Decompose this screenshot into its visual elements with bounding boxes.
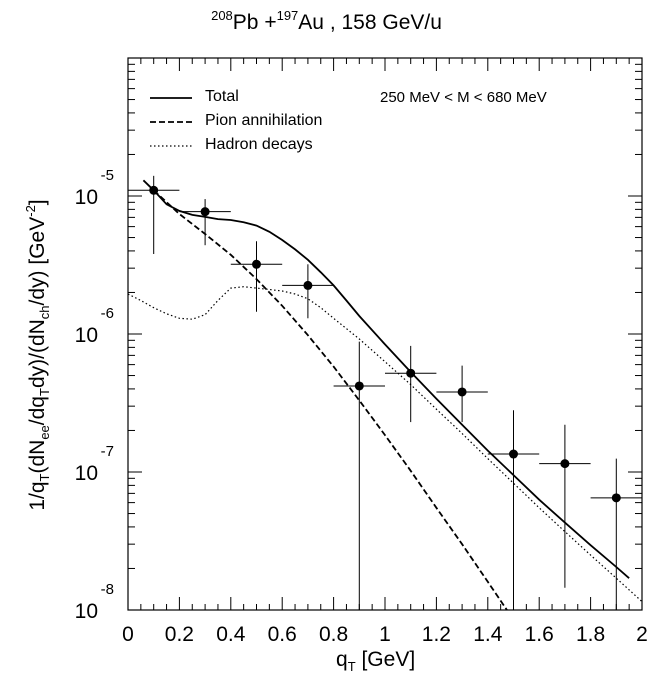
y-tick-label-base: 10 [75, 600, 98, 623]
title-projectile-mass: 208 [211, 8, 233, 23]
data-point [200, 207, 210, 217]
y-tick-label-base: 10 [75, 186, 98, 209]
y-axis-label: 1/qT(dNee/dqTdy)/(dNch/dy) [GeV-2] [23, 125, 52, 585]
data-point [252, 259, 261, 269]
data-point [457, 387, 467, 397]
xlabel-sub: T [347, 659, 356, 674]
x-tick-label: 0.4 [216, 623, 246, 646]
x-tick-label: 1.8 [576, 623, 605, 646]
legend-label-pion-annihilation: Pion annihilation [205, 112, 323, 129]
ylabel-sub: T [37, 388, 52, 396]
ylabel-sub: ee [37, 425, 52, 440]
x-axis-label: qT [GeV] [336, 648, 415, 674]
xlabel-unit: [GeV] [355, 648, 416, 671]
data-point [406, 368, 416, 378]
ylabel-sub: ch [37, 305, 52, 320]
data-point [303, 280, 313, 290]
x-tick-label: 2 [636, 623, 648, 646]
x-tick-label: 0 [122, 623, 134, 646]
ylabel-part: (dN [26, 439, 49, 474]
x-tick-label: 1.4 [473, 623, 503, 646]
ylabel-part: 1/q [26, 481, 49, 511]
data-point [509, 449, 518, 459]
ylabel-part: dy)/(dN [26, 319, 49, 389]
x-tick-label: 1 [379, 623, 391, 646]
chart-title: 208Pb +197Au , 158 GeV/u [0, 8, 653, 35]
x-tick-label: 0.8 [319, 623, 348, 646]
ylabel-part: /dy) [GeV [26, 216, 49, 306]
y-tick-label-exponent: -6 [101, 305, 114, 322]
x-tick-label: 1.2 [422, 623, 451, 646]
ylabel-part: /dq [26, 396, 49, 426]
x-tick-label: 0.6 [268, 623, 297, 646]
x-tick-label: 1.6 [525, 623, 554, 646]
xlabel-main: q [336, 648, 348, 671]
ylabel-sub: T [37, 473, 52, 482]
title-projectile: Pb + [232, 11, 277, 34]
ylabel-sup: -2 [23, 205, 38, 217]
data-point [560, 459, 570, 469]
y-tick-label-base: 10 [75, 462, 98, 485]
y-tick-label-exponent: -8 [101, 581, 114, 598]
data-point [149, 185, 159, 195]
title-target-rest: Au , 158 GeV/u [298, 11, 442, 34]
y-tick-label-exponent: -7 [101, 443, 114, 460]
ylabel-part: ] [26, 199, 49, 206]
legend-label-hadron-decays: Hadron decays [205, 136, 313, 153]
y-tick-label-base: 10 [75, 324, 98, 347]
data-point [611, 493, 621, 503]
title-target-mass: 197 [276, 8, 299, 23]
series-curve-total [142, 179, 630, 579]
legend-label-total: Total [205, 88, 239, 105]
mass-range-annotation: 250 MeV < M < 680 MeV [380, 89, 547, 106]
series-curve-pion-annihilation [153, 189, 509, 610]
data-point [354, 381, 364, 391]
x-tick-label: 0.2 [165, 623, 194, 646]
y-tick-label-exponent: -5 [101, 167, 114, 184]
